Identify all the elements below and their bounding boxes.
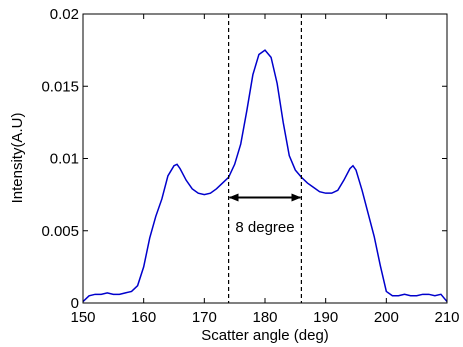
plot-layer	[82, 14, 448, 303]
x-ticks: 150 160 170 180 190 200 210	[70, 14, 460, 326]
series-line-1	[82, 49, 448, 303]
y-tick-label: 0	[71, 295, 79, 312]
y-ticks: 0 0.005 0.01 0.015 0.02	[41, 6, 447, 312]
x-tick-label: 160	[131, 309, 156, 326]
x-tick-label: 150	[70, 309, 95, 326]
y-tick-label: 0.005	[41, 223, 79, 240]
x-tick-label: 170	[192, 309, 217, 326]
y-axis-title: Intensity(A.U)	[9, 113, 26, 204]
annotation-layer: 8 degree	[228, 193, 302, 236]
x-tick-label: 180	[252, 309, 277, 326]
x-axis-title: Scatter angle (deg)	[201, 327, 329, 344]
x-tick-label: 210	[434, 309, 459, 326]
y-tick-label: 0.015	[41, 78, 79, 95]
y-tick-label: 0.02	[50, 6, 79, 23]
annotation-label: 8 degree	[235, 219, 294, 236]
x-tick-label: 200	[374, 309, 399, 326]
x-tick-label: 190	[313, 309, 338, 326]
y-tick-label: 0.01	[50, 151, 79, 168]
plot-frame	[82, 13, 448, 304]
